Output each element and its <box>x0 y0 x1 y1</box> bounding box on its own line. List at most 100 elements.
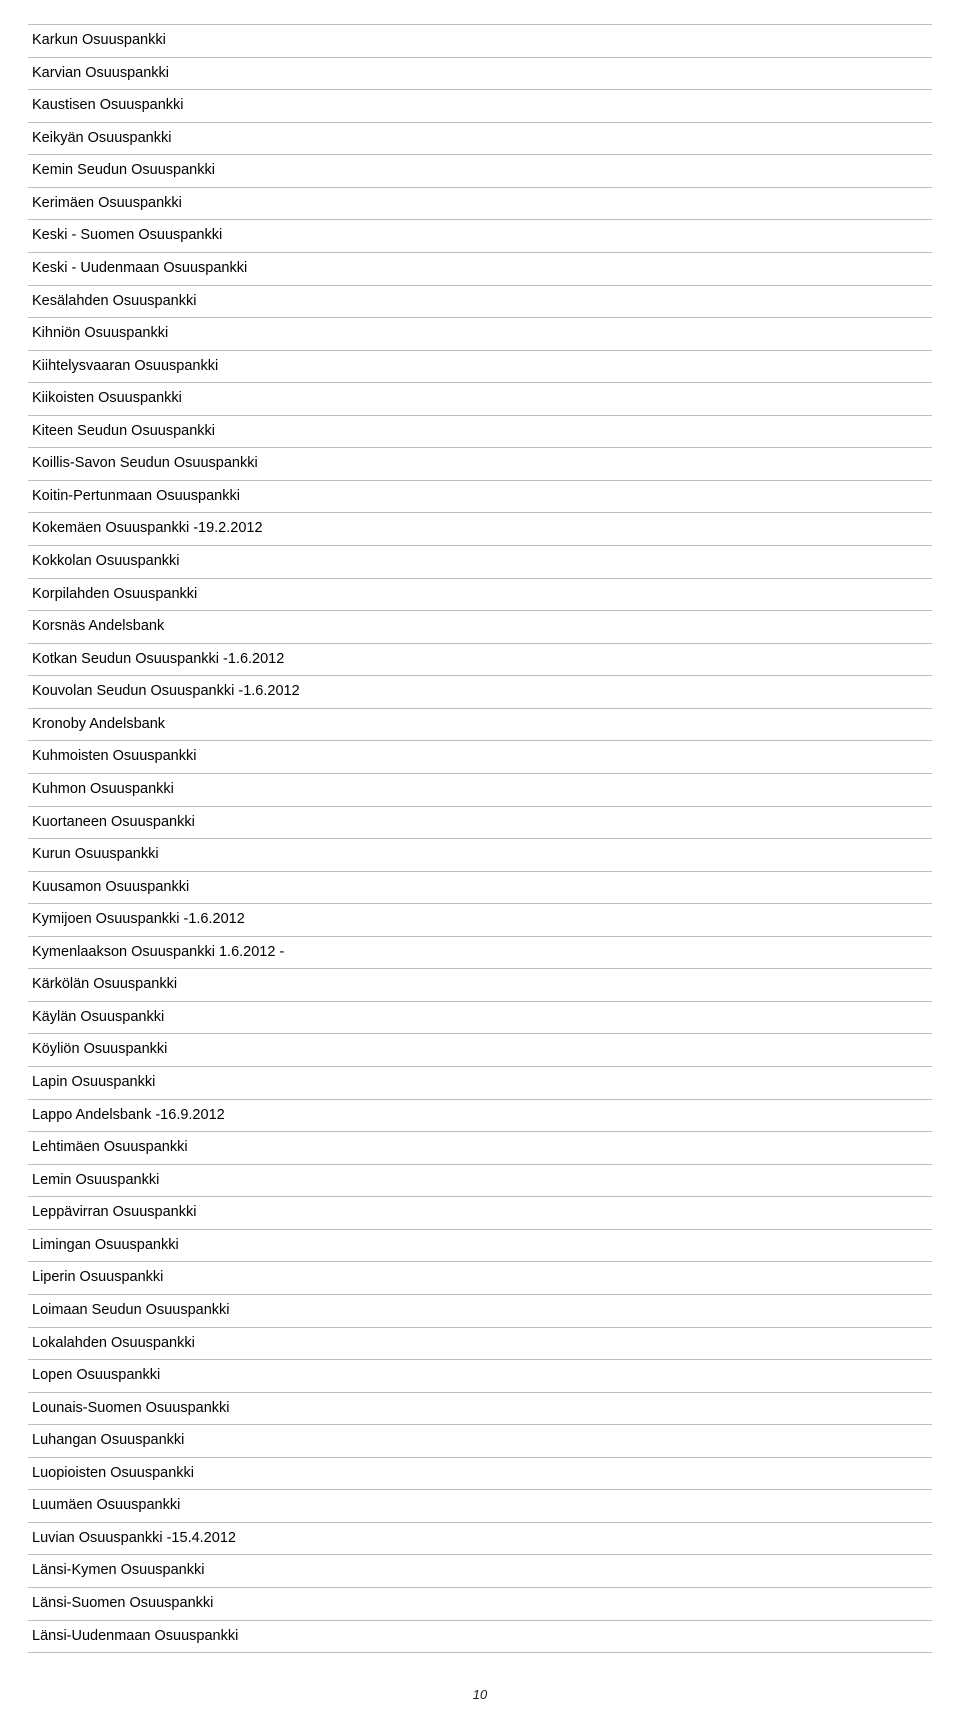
table-row: Kokkolan Osuuspankki <box>28 546 932 579</box>
bank-name-cell: Lopen Osuuspankki <box>28 1360 932 1393</box>
bank-name-cell: Kymenlaakson Osuuspankki 1.6.2012 - <box>28 936 932 969</box>
table-row: Kurun Osuuspankki <box>28 839 932 872</box>
table-row: Kuhmoisten Osuuspankki <box>28 741 932 774</box>
bank-name-cell: Luvian Osuuspankki -15.4.2012 <box>28 1522 932 1555</box>
table-row: Lounais-Suomen Osuuspankki <box>28 1392 932 1425</box>
table-row: Länsi-Uudenmaan Osuuspankki <box>28 1620 932 1653</box>
table-row: Kokemäen Osuuspankki -19.2.2012 <box>28 513 932 546</box>
table-row: Keski - Suomen Osuuspankki <box>28 220 932 253</box>
bank-name-cell: Länsi-Kymen Osuuspankki <box>28 1555 932 1588</box>
table-row: Koitin-Pertunmaan Osuuspankki <box>28 480 932 513</box>
bank-name-cell: Kotkan Seudun Osuuspankki -1.6.2012 <box>28 643 932 676</box>
table-row: Luvian Osuuspankki -15.4.2012 <box>28 1522 932 1555</box>
table-row: Kronoby Andelsbank <box>28 708 932 741</box>
bank-name-cell: Luhangan Osuuspankki <box>28 1425 932 1458</box>
table-row: Lemin Osuuspankki <box>28 1164 932 1197</box>
table-row: Karkun Osuuspankki <box>28 25 932 58</box>
bank-name-cell: Kiikoisten Osuuspankki <box>28 383 932 416</box>
table-row: Kesälahden Osuuspankki <box>28 285 932 318</box>
bank-name-cell: Kurun Osuuspankki <box>28 839 932 872</box>
bank-name-cell: Länsi-Suomen Osuuspankki <box>28 1588 932 1621</box>
table-row: Kiikoisten Osuuspankki <box>28 383 932 416</box>
table-row: Loimaan Seudun Osuuspankki <box>28 1294 932 1327</box>
bank-name-cell: Korpilahden Osuuspankki <box>28 578 932 611</box>
table-row: Kärkölän Osuuspankki <box>28 969 932 1002</box>
bank-name-cell: Kymijoen Osuuspankki -1.6.2012 <box>28 904 932 937</box>
table-row: Kaustisen Osuuspankki <box>28 90 932 123</box>
bank-name-cell: Liperin Osuuspankki <box>28 1262 932 1295</box>
table-row: Liperin Osuuspankki <box>28 1262 932 1295</box>
bank-name-cell: Kokkolan Osuuspankki <box>28 546 932 579</box>
table-row: Kemin Seudun Osuuspankki <box>28 155 932 188</box>
bank-name-cell: Kokemäen Osuuspankki -19.2.2012 <box>28 513 932 546</box>
table-row: Käylän Osuuspankki <box>28 1001 932 1034</box>
table-row: Lokalahden Osuuspankki <box>28 1327 932 1360</box>
bank-name-cell: Lapin Osuuspankki <box>28 1067 932 1100</box>
bank-name-cell: Karkun Osuuspankki <box>28 25 932 58</box>
table-row: Kihniön Osuuspankki <box>28 318 932 351</box>
bank-name-cell: Lehtimäen Osuuspankki <box>28 1132 932 1165</box>
table-row: Korpilahden Osuuspankki <box>28 578 932 611</box>
bank-name-cell: Kesälahden Osuuspankki <box>28 285 932 318</box>
table-row: Kiteen Seudun Osuuspankki <box>28 415 932 448</box>
table-row: Karvian Osuuspankki <box>28 57 932 90</box>
bank-name-cell: Köyliön Osuuspankki <box>28 1034 932 1067</box>
bank-name-cell: Keikyän Osuuspankki <box>28 122 932 155</box>
table-row: Korsnäs Andelsbank <box>28 611 932 644</box>
bank-name-cell: Kärkölän Osuuspankki <box>28 969 932 1002</box>
bank-name-cell: Kihniön Osuuspankki <box>28 318 932 351</box>
bank-name-cell: Kemin Seudun Osuuspankki <box>28 155 932 188</box>
table-row: Luhangan Osuuspankki <box>28 1425 932 1458</box>
table-row: Kotkan Seudun Osuuspankki -1.6.2012 <box>28 643 932 676</box>
bank-name-cell: Lappo Andelsbank -16.9.2012 <box>28 1099 932 1132</box>
table-row: Lappo Andelsbank -16.9.2012 <box>28 1099 932 1132</box>
bank-name-cell: Koitin-Pertunmaan Osuuspankki <box>28 480 932 513</box>
table-row: Keikyän Osuuspankki <box>28 122 932 155</box>
table-row: Kerimäen Osuuspankki <box>28 187 932 220</box>
bank-name-cell: Käylän Osuuspankki <box>28 1001 932 1034</box>
bank-name-cell: Länsi-Uudenmaan Osuuspankki <box>28 1620 932 1653</box>
page-number: 10 <box>28 1687 932 1702</box>
bank-name-cell: Kouvolan Seudun Osuuspankki -1.6.2012 <box>28 676 932 709</box>
table-row: Kouvolan Seudun Osuuspankki -1.6.2012 <box>28 676 932 709</box>
table-row: Luopioisten Osuuspankki <box>28 1457 932 1490</box>
bank-name-cell: Kaustisen Osuuspankki <box>28 90 932 123</box>
bank-name-cell: Kuhmoisten Osuuspankki <box>28 741 932 774</box>
bank-name-cell: Keski - Suomen Osuuspankki <box>28 220 932 253</box>
bank-name-cell: Loimaan Seudun Osuuspankki <box>28 1294 932 1327</box>
table-row: Koillis-Savon Seudun Osuuspankki <box>28 448 932 481</box>
bank-name-cell: Karvian Osuuspankki <box>28 57 932 90</box>
bank-name-cell: Kiihtelysvaaran Osuuspankki <box>28 350 932 383</box>
table-row: Länsi-Kymen Osuuspankki <box>28 1555 932 1588</box>
bank-name-cell: Leppävirran Osuuspankki <box>28 1197 932 1230</box>
table-row: Lehtimäen Osuuspankki <box>28 1132 932 1165</box>
table-row: Lapin Osuuspankki <box>28 1067 932 1100</box>
bank-name-cell: Kuhmon Osuuspankki <box>28 773 932 806</box>
table-row: Kuusamon Osuuspankki <box>28 871 932 904</box>
bank-name-cell: Lokalahden Osuuspankki <box>28 1327 932 1360</box>
bank-name-cell: Limingan Osuuspankki <box>28 1229 932 1262</box>
bank-name-cell: Lounais-Suomen Osuuspankki <box>28 1392 932 1425</box>
bank-list-body: Karkun OsuuspankkiKarvian OsuuspankkiKau… <box>28 25 932 1653</box>
table-row: Leppävirran Osuuspankki <box>28 1197 932 1230</box>
table-row: Keski - Uudenmaan Osuuspankki <box>28 252 932 285</box>
bank-name-cell: Koillis-Savon Seudun Osuuspankki <box>28 448 932 481</box>
table-row: Lopen Osuuspankki <box>28 1360 932 1393</box>
bank-name-cell: Lemin Osuuspankki <box>28 1164 932 1197</box>
table-row: Kiihtelysvaaran Osuuspankki <box>28 350 932 383</box>
table-row: Kuhmon Osuuspankki <box>28 773 932 806</box>
table-row: Kymijoen Osuuspankki -1.6.2012 <box>28 904 932 937</box>
bank-name-cell: Kerimäen Osuuspankki <box>28 187 932 220</box>
bank-name-cell: Kuusamon Osuuspankki <box>28 871 932 904</box>
bank-name-cell: Luumäen Osuuspankki <box>28 1490 932 1523</box>
bank-name-cell: Kuortaneen Osuuspankki <box>28 806 932 839</box>
bank-name-cell: Kronoby Andelsbank <box>28 708 932 741</box>
bank-name-cell: Keski - Uudenmaan Osuuspankki <box>28 252 932 285</box>
table-row: Kuortaneen Osuuspankki <box>28 806 932 839</box>
bank-name-cell: Korsnäs Andelsbank <box>28 611 932 644</box>
bank-name-cell: Luopioisten Osuuspankki <box>28 1457 932 1490</box>
table-row: Luumäen Osuuspankki <box>28 1490 932 1523</box>
bank-list-table: Karkun OsuuspankkiKarvian OsuuspankkiKau… <box>28 24 932 1653</box>
table-row: Köyliön Osuuspankki <box>28 1034 932 1067</box>
bank-name-cell: Kiteen Seudun Osuuspankki <box>28 415 932 448</box>
